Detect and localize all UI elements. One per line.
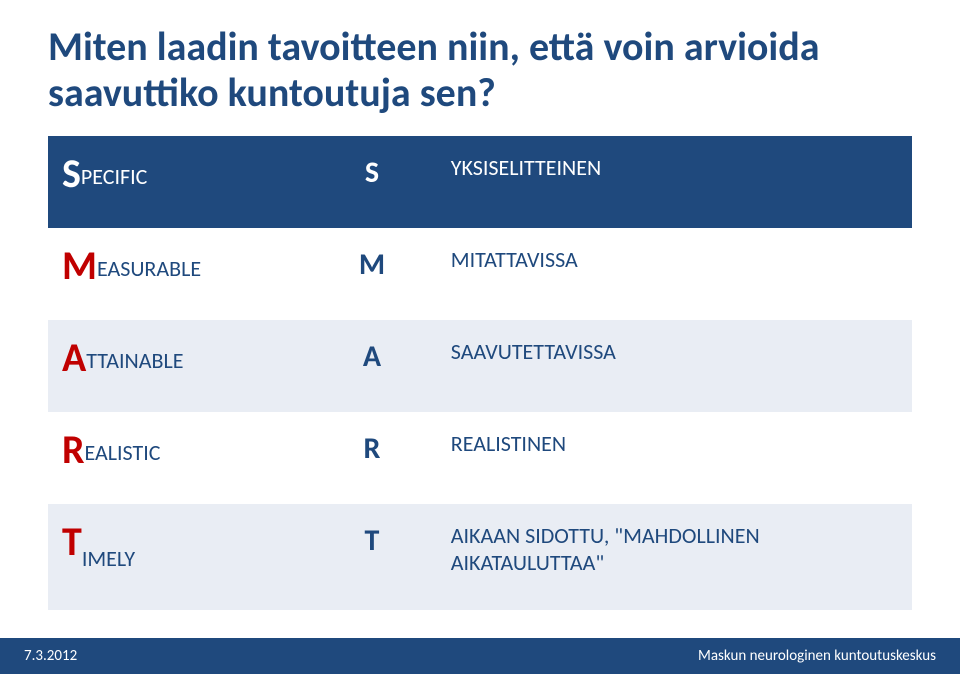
description: REALISTINEN: [451, 430, 566, 457]
slide-title: Miten laadin tavoitteen niin, että voin …: [48, 24, 912, 116]
smart-table: SPECIFICSYKSISELITTEINENMEASURABLEMMITAT…: [48, 136, 912, 610]
letter-cell: R: [307, 412, 437, 504]
description-cell: REALISTINEN: [437, 412, 912, 504]
table-row: MEASURABLEMMITATTAVISSA: [48, 228, 912, 320]
smart-word-first-letter: M: [62, 246, 97, 286]
letter: R: [364, 430, 381, 467]
letter-cell: M: [307, 228, 437, 320]
smart-word-first-letter: A: [62, 338, 86, 378]
smart-word-rest: EALISTIC: [85, 439, 161, 470]
description: MITATTAVISSA: [451, 246, 578, 273]
table-row: ATTAINABLEASAAVUTETTAVISSA: [48, 320, 912, 412]
footer-source: Maskun neurologinen kuntoutuskeskus: [698, 647, 936, 665]
description-cell: AIKAAN SIDOTTU, "MAHDOLLINEN AIKATAULUTT…: [437, 504, 912, 610]
table-row: TIMELYTAIKAAN SIDOTTU, "MAHDOLLINEN AIKA…: [48, 504, 912, 610]
smart-word-cell: TIMELY: [48, 504, 307, 610]
smart-word-cell: ATTAINABLE: [48, 320, 307, 412]
smart-word-cell: MEASURABLE: [48, 228, 307, 320]
letter: S: [365, 154, 379, 191]
letter: M: [359, 246, 385, 283]
footer-bar: 7.3.2012 Maskun neurologinen kuntoutuske…: [0, 638, 960, 674]
footer-date: 7.3.2012: [24, 647, 77, 665]
letter-cell: T: [307, 504, 437, 610]
smart-word-rest: IMELY: [82, 545, 135, 576]
smart-word-cell: REALISTIC: [48, 412, 307, 504]
description: SAAVUTETTAVISSA: [451, 338, 616, 365]
table-header-row: SPECIFICSYKSISELITTEINEN: [48, 136, 912, 228]
smart-word-first-letter: T: [62, 522, 82, 562]
table-row: REALISTICRREALISTINEN: [48, 412, 912, 504]
description: YKSISELITTEINEN: [451, 154, 601, 181]
description-cell: MITATTAVISSA: [437, 228, 912, 320]
smart-word-cell: SPECIFIC: [48, 136, 307, 228]
smart-word-first-letter: R: [62, 430, 85, 470]
smart-word-first-letter: S: [62, 154, 81, 194]
letter-cell: A: [307, 320, 437, 412]
smart-word-rest: TTAINABLE: [86, 347, 183, 378]
smart-word-rest: PECIFIC: [81, 163, 148, 194]
description-cell: YKSISELITTEINEN: [437, 136, 912, 228]
smart-word-rest: EASURABLE: [97, 255, 201, 286]
letter-cell: S: [307, 136, 437, 228]
description: AIKAAN SIDOTTU, "MAHDOLLINEN AIKATAULUTT…: [451, 522, 898, 576]
slide: Miten laadin tavoitteen niin, että voin …: [0, 0, 960, 674]
letter: A: [363, 338, 381, 375]
description-cell: SAAVUTETTAVISSA: [437, 320, 912, 412]
letter: T: [365, 522, 380, 559]
